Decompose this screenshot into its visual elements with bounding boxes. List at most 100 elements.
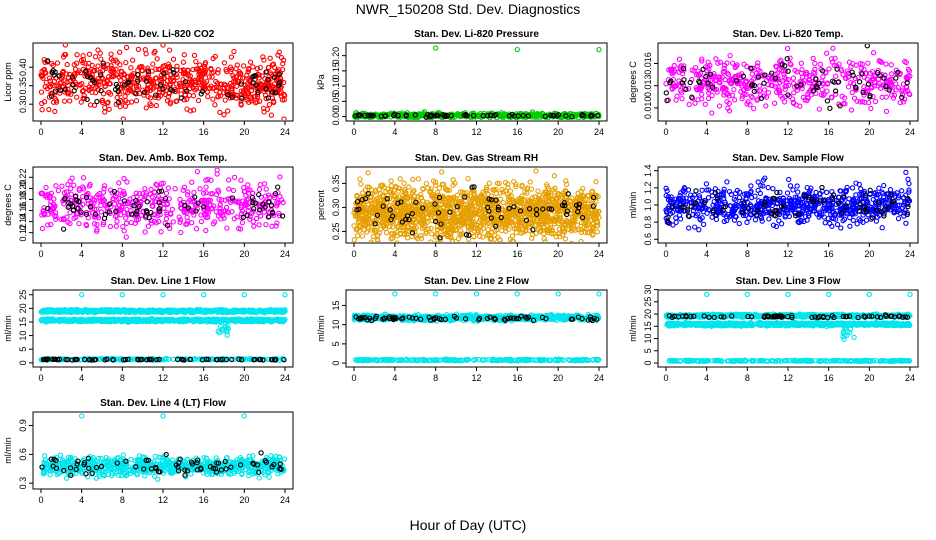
data-point bbox=[751, 82, 758, 89]
data-point bbox=[86, 60, 92, 67]
data-point bbox=[178, 95, 184, 101]
data-point bbox=[768, 211, 775, 217]
data-point bbox=[238, 177, 244, 183]
data-point bbox=[271, 74, 278, 80]
data-point bbox=[867, 70, 874, 77]
data-point bbox=[429, 217, 436, 224]
data-point bbox=[110, 57, 116, 64]
data-point bbox=[895, 195, 902, 201]
data-point bbox=[239, 95, 245, 101]
data-point bbox=[543, 217, 550, 224]
data-point bbox=[486, 180, 492, 186]
data-point bbox=[858, 186, 864, 192]
data-point bbox=[861, 84, 867, 90]
data-point bbox=[709, 193, 716, 199]
data-point bbox=[779, 78, 786, 84]
data-point bbox=[86, 51, 93, 57]
panel-title: Stan. Dev. Li-820 Temp. bbox=[733, 29, 844, 40]
data-point bbox=[212, 53, 218, 60]
data-point bbox=[688, 203, 694, 210]
data-point bbox=[791, 90, 797, 96]
data-point bbox=[801, 192, 807, 199]
data-point bbox=[156, 199, 162, 206]
data-point bbox=[254, 65, 261, 72]
data-point bbox=[203, 184, 209, 190]
data-point bbox=[117, 207, 123, 213]
data-point bbox=[741, 200, 747, 206]
data-point bbox=[709, 84, 716, 90]
data-point bbox=[469, 207, 476, 213]
data-point bbox=[360, 190, 366, 196]
data-point bbox=[418, 195, 424, 201]
data-point bbox=[128, 219, 135, 226]
data-point bbox=[188, 80, 195, 86]
data-point bbox=[513, 181, 519, 188]
data-point bbox=[155, 66, 162, 73]
data-point bbox=[554, 196, 560, 202]
data-point bbox=[184, 192, 191, 198]
data-point bbox=[120, 223, 126, 230]
data-point bbox=[549, 218, 555, 224]
data-point bbox=[670, 76, 677, 83]
data-point bbox=[57, 90, 63, 96]
data-point bbox=[120, 116, 126, 120]
data-point bbox=[778, 221, 785, 227]
data-point bbox=[227, 80, 234, 87]
data-point bbox=[182, 202, 188, 209]
data-point bbox=[153, 220, 159, 226]
data-point bbox=[428, 186, 434, 192]
data-point bbox=[686, 225, 692, 231]
data-point bbox=[38, 89, 45, 95]
data-point bbox=[389, 235, 396, 241]
data-point bbox=[469, 184, 475, 190]
data-point bbox=[738, 81, 744, 87]
data-point bbox=[406, 216, 412, 223]
data-point bbox=[198, 218, 205, 225]
data-point bbox=[168, 86, 174, 93]
data-point bbox=[102, 109, 108, 115]
x-tick-label: 20 bbox=[553, 127, 563, 137]
data-point bbox=[173, 81, 179, 87]
y-tick-label: 0.30 bbox=[18, 95, 28, 113]
data-point bbox=[76, 186, 82, 192]
data-point bbox=[184, 88, 190, 94]
data-point bbox=[689, 67, 695, 73]
data-point bbox=[745, 99, 751, 105]
data-point bbox=[810, 69, 817, 75]
x-tick-label: 12 bbox=[471, 249, 481, 259]
panel-title: Stan. Dev. Gas Stream RH bbox=[415, 153, 538, 164]
data-point bbox=[224, 225, 230, 231]
data-point bbox=[840, 217, 846, 224]
data-point bbox=[553, 202, 559, 208]
data-point bbox=[498, 218, 504, 224]
data-point bbox=[693, 212, 699, 219]
data-point bbox=[177, 217, 184, 223]
data-point bbox=[234, 83, 240, 89]
x-tick-label: 12 bbox=[158, 249, 168, 259]
data-point bbox=[729, 60, 736, 66]
data-point bbox=[432, 218, 439, 225]
data-point bbox=[905, 73, 911, 79]
x-tick-label: 20 bbox=[864, 127, 874, 137]
data-point bbox=[851, 95, 858, 101]
data-point bbox=[740, 73, 747, 79]
data-point bbox=[238, 81, 244, 87]
data-point bbox=[238, 205, 244, 211]
data-point bbox=[534, 211, 540, 218]
data-point bbox=[593, 179, 599, 185]
data-point bbox=[863, 217, 870, 223]
data-point bbox=[365, 170, 371, 176]
data-point bbox=[590, 220, 596, 226]
data-point bbox=[678, 90, 685, 96]
data-point bbox=[521, 197, 528, 203]
data-point bbox=[277, 80, 283, 86]
data-point bbox=[864, 197, 870, 204]
data-point bbox=[498, 214, 504, 221]
data-point bbox=[558, 115, 564, 120]
data-point bbox=[700, 221, 707, 228]
data-point bbox=[726, 188, 733, 195]
data-point bbox=[190, 85, 196, 91]
data-point bbox=[361, 227, 367, 233]
data-point bbox=[503, 225, 509, 231]
